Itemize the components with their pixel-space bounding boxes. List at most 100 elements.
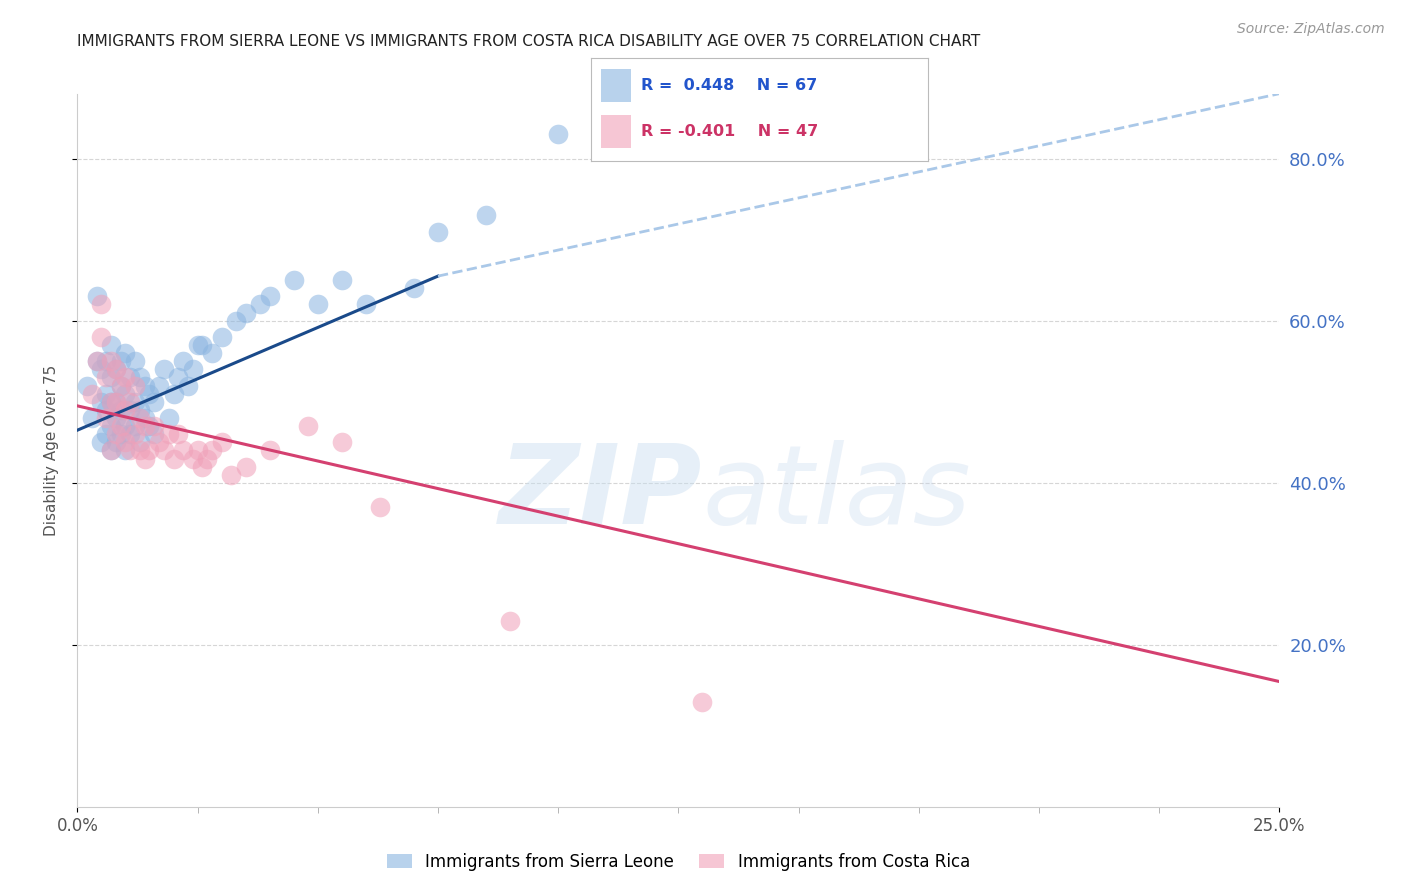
Bar [600,115,631,148]
Point [114,370,136,384]
Point [148,435,170,450]
Text: IMMIGRANTS FROM SIERRA LEONE VS IMMIGRANTS FROM COSTA RICA DISABILITY AGE OVER 7: IMMIGRANTS FROM SIERRA LEONE VS IMMIGRAN… [77,34,980,49]
Point [283,273,305,287]
Point [153,362,176,376]
Point [172,443,194,458]
Point [128,370,150,384]
Point [114,435,136,450]
Point [177,378,200,392]
Point [354,297,377,311]
Point [330,273,353,287]
Point [181,362,204,376]
Point [100,394,122,409]
Point [80,386,103,401]
Point [427,225,450,239]
Point [172,354,194,368]
Point [167,427,190,442]
Point [86,354,108,368]
Point [120,427,142,442]
Point [96,403,118,417]
Point [104,411,127,425]
Point [187,443,209,458]
Text: atlas: atlas [703,440,972,547]
Point [368,500,391,515]
Point [143,394,166,409]
Point [90,297,112,311]
Point [104,362,127,376]
Point [134,378,156,392]
Point [297,419,319,434]
Point [692,695,714,709]
Point [225,314,247,328]
Point [104,435,127,450]
Point [134,419,156,434]
Point [86,354,108,368]
Point [110,354,132,368]
Point [195,451,218,466]
Point [134,451,156,466]
Point [148,378,170,392]
Point [124,378,146,392]
Point [201,443,224,458]
Point [191,459,214,474]
Point [110,378,132,392]
Point [124,354,146,368]
Point [120,403,142,417]
Point [96,354,118,368]
Point [128,435,150,450]
Point [114,346,136,360]
Point [167,370,190,384]
Point [157,427,180,442]
Point [402,281,425,295]
Point [100,394,122,409]
Point [100,370,122,384]
Point [162,451,184,466]
Point [307,297,329,311]
Point [138,443,160,458]
Legend: Immigrants from Sierra Leone, Immigrants from Costa Rica: Immigrants from Sierra Leone, Immigrants… [381,847,976,878]
Point [110,419,132,434]
Point [259,443,281,458]
Point [86,289,108,303]
Point [181,451,204,466]
Point [114,403,136,417]
Point [120,394,142,409]
Text: Source: ZipAtlas.com: Source: ZipAtlas.com [1237,22,1385,37]
Point [114,443,136,458]
Point [100,443,122,458]
Text: R = -0.401    N = 47: R = -0.401 N = 47 [641,124,818,139]
Point [100,419,122,434]
Point [104,362,127,376]
Point [191,338,214,352]
Point [124,427,146,442]
Point [114,419,136,434]
Point [235,459,257,474]
Text: ZIP: ZIP [499,440,703,547]
Point [211,435,233,450]
Point [96,370,118,384]
Bar [600,70,631,102]
Point [100,443,122,458]
Point [143,427,166,442]
Point [96,427,118,442]
Point [235,305,257,319]
Point [124,394,146,409]
Point [100,338,122,352]
Point [143,419,166,434]
Point [475,208,498,222]
Point [211,330,233,344]
Point [153,443,176,458]
Point [110,403,132,417]
Point [100,354,122,368]
Point [138,386,160,401]
Point [259,289,281,303]
Point [114,386,136,401]
Point [134,411,156,425]
Point [80,411,103,425]
Point [219,467,242,482]
Point [201,346,224,360]
Point [90,394,112,409]
Point [128,443,150,458]
Point [157,411,180,425]
Point [128,411,150,425]
